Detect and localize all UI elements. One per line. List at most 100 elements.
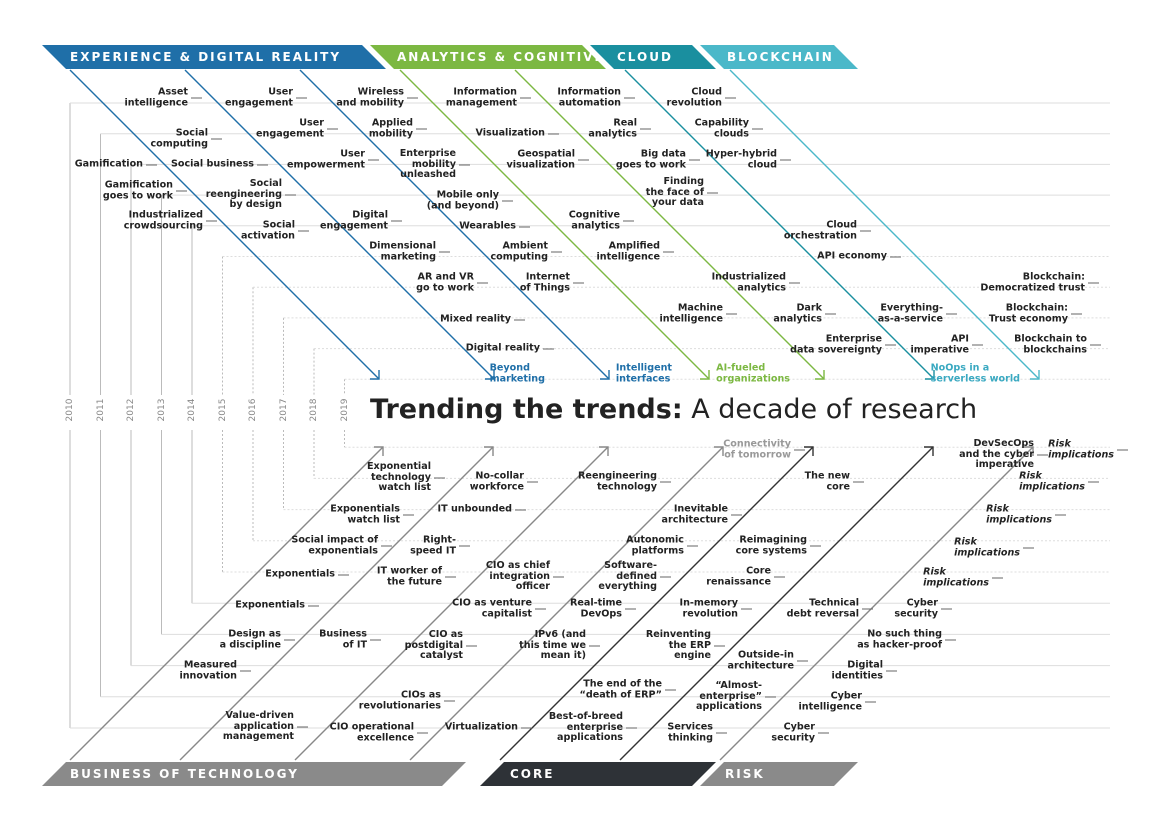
- trend-label: Social reengineering by design: [205, 177, 282, 211]
- trend-label: Reengineering technology: [578, 470, 657, 492]
- trend-label: Industrialized crowdsourcing: [123, 209, 203, 231]
- trend-label: Finding the face of your data: [645, 175, 704, 209]
- year-label: 2018: [309, 398, 319, 422]
- trend-label: Visualization: [475, 127, 546, 139]
- trend-label: Capability clouds: [694, 117, 749, 139]
- trend-label: CIO as venture capitalist: [452, 597, 532, 619]
- trend-label: NoOps in a serverless world: [930, 362, 1020, 384]
- banner-label: ANALYTICS & COGNITIVE: [397, 50, 605, 64]
- arrow: [484, 446, 494, 456]
- trend-line: [69, 446, 384, 761]
- trend-label: Internet of Things: [519, 271, 570, 293]
- trend-label: Cyber security: [894, 597, 938, 619]
- trend-label: Big data goes to work: [615, 148, 686, 170]
- trend-label: No such thing as hacker-proof: [857, 628, 942, 650]
- trend-line: [399, 69, 710, 380]
- trend-label: Social computing: [150, 127, 208, 149]
- arrow: [815, 370, 825, 380]
- trend-label: Information automation: [557, 86, 621, 108]
- trend-line: [184, 69, 495, 380]
- banner: [700, 45, 858, 69]
- arrow: [714, 446, 724, 456]
- trend-label: Applied mobility: [368, 117, 413, 139]
- trend-label: Technical debt reversal: [786, 597, 859, 619]
- title: Trending the trends: A decade of researc…: [370, 394, 977, 425]
- trend-label: Industrialized analytics: [711, 271, 786, 293]
- trend-label: Everything- as-a-service: [877, 302, 943, 324]
- trend-line: [409, 446, 724, 761]
- trend-label: Beyond marketing: [489, 362, 545, 384]
- banner: [370, 45, 606, 69]
- trend-label: The new core: [804, 470, 850, 492]
- trend-label: Enterprise mobility unleashed: [399, 147, 456, 181]
- year-label: 2012: [126, 398, 136, 422]
- trend-line: [69, 69, 380, 380]
- trend-label: Exponentials watch list: [330, 503, 400, 525]
- trend-label: User engagement: [256, 117, 324, 139]
- arrow: [700, 370, 710, 380]
- trend-label: AI-fueled organizations: [716, 362, 790, 384]
- banner: [590, 45, 716, 69]
- trend-label: Cyber intelligence: [798, 690, 862, 712]
- title-bold: Trending the trends:: [370, 394, 683, 425]
- trend-line: [514, 69, 825, 380]
- trend-label: DevSecOps and the cyber imperative: [959, 437, 1034, 471]
- arrow: [599, 446, 609, 456]
- trend-label: Autonomic platforms: [626, 534, 684, 556]
- arrow: [485, 370, 495, 380]
- trend-label: Geospatial visualization: [506, 148, 576, 170]
- trend-label: Social impact of exponentials: [291, 534, 378, 556]
- trend-label: Exponential technology watch list: [366, 460, 431, 494]
- trend-label: Machine intelligence: [659, 302, 723, 324]
- arrow: [1030, 370, 1040, 380]
- trend-label: API economy: [817, 250, 887, 262]
- trend-label: Information management: [445, 86, 517, 108]
- trend-label: Virtualization: [444, 721, 518, 733]
- year-label: 2014: [187, 398, 197, 422]
- trend-label: CIO as chief integration officer: [485, 559, 550, 593]
- trend-label: Gamification goes to work: [102, 179, 173, 201]
- trend-label: IT unbounded: [437, 503, 512, 515]
- banner: [700, 762, 858, 786]
- trend-label: Risk implications: [1019, 470, 1085, 492]
- trend-label: Cloud orchestration: [783, 219, 857, 241]
- trend-line: [719, 446, 1034, 761]
- trend-label: Risk implications: [986, 503, 1052, 525]
- trend-label: Ambient computing: [490, 240, 548, 262]
- trend-line: [179, 446, 494, 761]
- trend-label: User engagement: [225, 86, 293, 108]
- trend-label: Intelligent interfaces: [615, 362, 672, 384]
- trend-label: Social business: [170, 158, 254, 170]
- trend-label: Reinventing the ERP engine: [645, 628, 711, 662]
- year-label: 2016: [248, 398, 258, 422]
- trend-label: The end of the “death of ERP”: [579, 678, 662, 700]
- trend-label: In-memory revolution: [679, 597, 738, 619]
- trend-label: Inevitable architecture: [661, 503, 728, 525]
- trend-label: Services thinking: [667, 721, 713, 743]
- banner-label: BLOCKCHAIN: [727, 50, 834, 64]
- trend-label: Blockchain: Democratized trust: [980, 271, 1085, 293]
- trend-label: Asset intelligence: [124, 86, 188, 108]
- arrow: [1024, 446, 1034, 456]
- trend-line: [294, 446, 609, 761]
- trend-label: CIO as postdigital catalyst: [404, 628, 463, 662]
- trend-label: Gamification: [74, 158, 143, 170]
- trend-label: Risk implications: [954, 536, 1020, 558]
- arrow: [804, 446, 814, 456]
- trend-label: Blockchain: Trust economy: [988, 302, 1068, 324]
- trend-label: Connectivity of tomorrow: [723, 438, 791, 460]
- arrow: [374, 446, 384, 456]
- trend-label: Wireless and mobility: [336, 86, 404, 108]
- trend-label: Amplified intelligence: [596, 240, 660, 262]
- trend-label: Core renaissance: [706, 565, 771, 587]
- trend-label: Right- speed IT: [410, 534, 456, 556]
- year-label: 2010: [65, 398, 75, 422]
- trend-label: CIO operational excellence: [329, 721, 414, 743]
- trend-line: [499, 446, 814, 761]
- trend-line: [624, 69, 935, 380]
- year-label: 2017: [278, 398, 289, 422]
- trend-label: IPv6 (and this time we mean it): [519, 628, 586, 662]
- trend-label: IT worker of the future: [376, 565, 442, 587]
